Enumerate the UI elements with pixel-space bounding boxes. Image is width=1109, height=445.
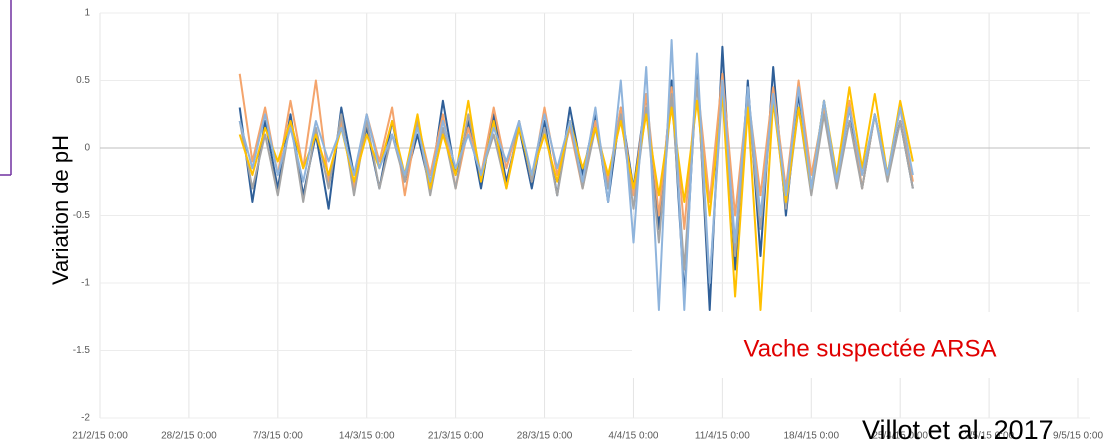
x-tick-label: 21/3/15 0:00 [428,431,484,442]
x-tick-label: 11/4/15 0:00 [695,431,750,442]
x-tick-label: 2/5/15 0:00 [964,431,1014,442]
y-axis-label: Variation de pH [48,135,73,285]
x-tick-label: 28/2/15 0:00 [161,431,217,442]
x-tick-label: 7/3/15 0:00 [253,431,303,442]
y-tick-label: -1.5 [73,345,91,356]
y-tick-label: 0 [84,143,90,154]
series-line [238,86,914,311]
y-tick-label: 1 [84,8,90,19]
y-tick-label: -1 [81,278,90,289]
y-tick-label: 0.5 [76,75,90,86]
annotation-box [632,312,1109,378]
x-tick-label: 9/5/15 0:00 [1053,431,1103,442]
x-tick-label: 14/3/15 0:00 [339,431,395,442]
x-tick-label: 28/3/15 0:00 [517,431,573,442]
series-line [238,39,914,311]
annotation: Vache suspectée ARSA [743,335,996,362]
x-tick-label: 25/4/15 0:00 [872,431,928,442]
x-tick-label: 21/2/15 0:00 [72,431,128,442]
y-tick-label: -2 [81,413,90,424]
plot-area: 21/2/15 0:00 28/2/15 0:00 7/3/15 0:00 14/3/… [72,8,1103,442]
x-tick-label: 18/4/15 0:00 [783,431,839,442]
x-tick-label: 4/4/15 0:00 [608,431,658,442]
y-tick-label: -0.5 [73,210,91,221]
citation: Villot et al. 2017 [862,415,1054,445]
